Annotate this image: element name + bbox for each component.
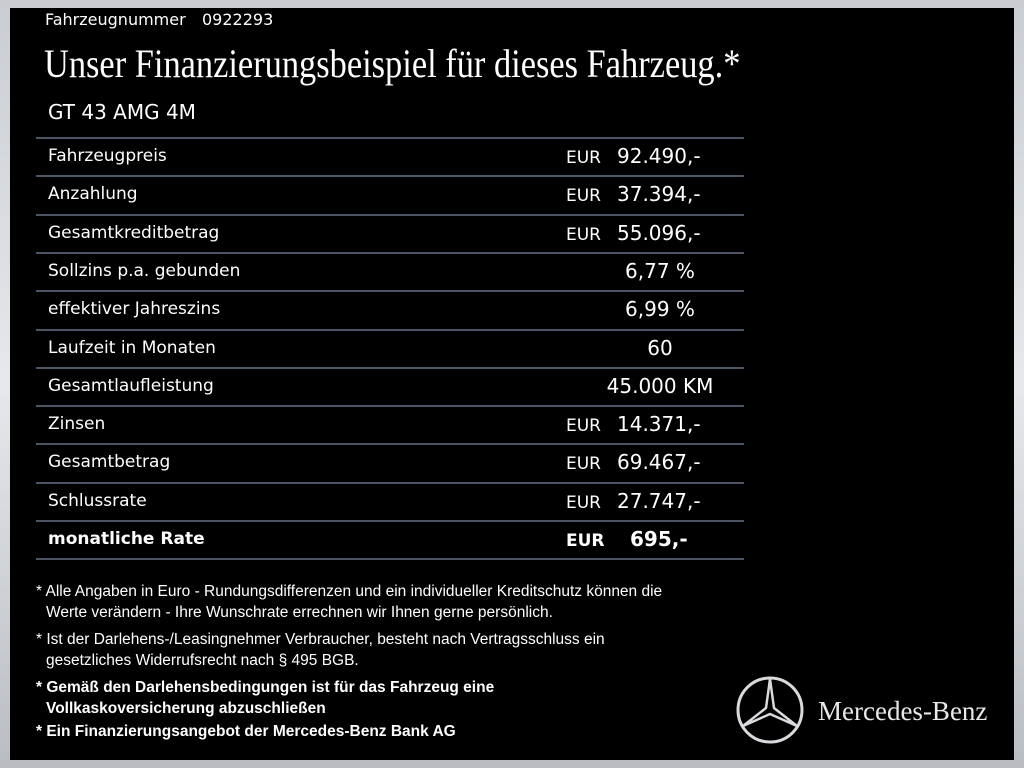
row-divider — [36, 175, 744, 178]
row-label: Laufzeit in Monaten — [48, 337, 216, 358]
row-divider — [36, 558, 744, 561]
row-currency: EUR — [566, 531, 605, 551]
row-amount: 6,77 % — [625, 258, 695, 283]
row-amount: 37.394,- — [617, 182, 701, 207]
row-currency: EUR — [566, 416, 601, 437]
row-divider — [36, 443, 744, 446]
row-divider — [36, 213, 744, 216]
row-divider — [36, 481, 744, 484]
vehicle-number: 0922293 — [202, 10, 274, 29]
row-currency: EUR — [566, 186, 601, 207]
footnote-line: * Alle Angaben in Euro - Rundungsdiffere… — [36, 583, 663, 600]
row-amount: 45.000 KM — [606, 373, 714, 398]
footnote-line: * Ist der Darlehens-/Leasingnehmer Verbr… — [36, 631, 605, 648]
row-amount: 55.096,- — [617, 220, 701, 245]
row-label: Schlussrate — [48, 490, 147, 511]
footnote-line: gesetzliches Widerrufsrecht nach § 495 B… — [46, 652, 359, 669]
row-label: Gesamtbetrag — [48, 452, 171, 473]
row-label: Fahrzeugpreis — [48, 146, 167, 166]
title: Unser Finanzierungsbeispiel für dieses F… — [44, 41, 741, 86]
row-divider — [36, 405, 744, 408]
panel — [10, 8, 1014, 760]
row-label: Sollzins p.a. gebunden — [48, 260, 241, 281]
model: GT 43 AMG 4M — [48, 100, 196, 124]
row-label: monatliche Rate — [48, 529, 205, 549]
row-label: Anzahlung — [48, 184, 138, 205]
row-label: Zinsen — [48, 414, 106, 435]
row-amount: 695,- — [630, 527, 688, 551]
footnote-line: * Gemäß den Darlehensbedingungen ist für… — [36, 679, 495, 696]
footnote-line: Vollkaskoversicherung abzuschließen — [46, 700, 326, 717]
row-amount: 14.371,- — [617, 412, 701, 437]
row-divider — [36, 137, 744, 139]
row-amount: 27.747,- — [617, 488, 701, 513]
row-label: effektiver Jahreszins — [48, 299, 221, 320]
row-label: Gesamtkreditbetrag — [48, 222, 220, 243]
row-amount: 6,99 % — [625, 297, 695, 322]
row-currency: EUR — [566, 454, 601, 475]
row-divider — [36, 290, 744, 293]
footnote-line: * Ein Finanzierungsangebot der Mercedes-… — [36, 723, 456, 740]
row-divider — [36, 328, 744, 331]
row-currency: EUR — [566, 148, 601, 168]
row-divider — [36, 251, 744, 254]
brand-name: Mercedes-Benz — [818, 696, 988, 726]
row-currency: EUR — [566, 224, 601, 245]
row-amount: 60 — [647, 335, 673, 360]
row-label: Gesamtlaufleistung — [48, 375, 214, 396]
row-divider — [36, 366, 744, 369]
vehicle-number-label: Fahrzeugnummer — [45, 10, 186, 29]
footnote-line: Werte verändern - Ihre Wunschrate errech… — [46, 604, 553, 621]
brand-logo — [736, 676, 804, 744]
row-divider — [36, 520, 744, 522]
row-currency: EUR — [566, 492, 601, 513]
row-amount: 69.467,- — [617, 450, 701, 475]
row-amount: 92.490,- — [617, 144, 701, 168]
